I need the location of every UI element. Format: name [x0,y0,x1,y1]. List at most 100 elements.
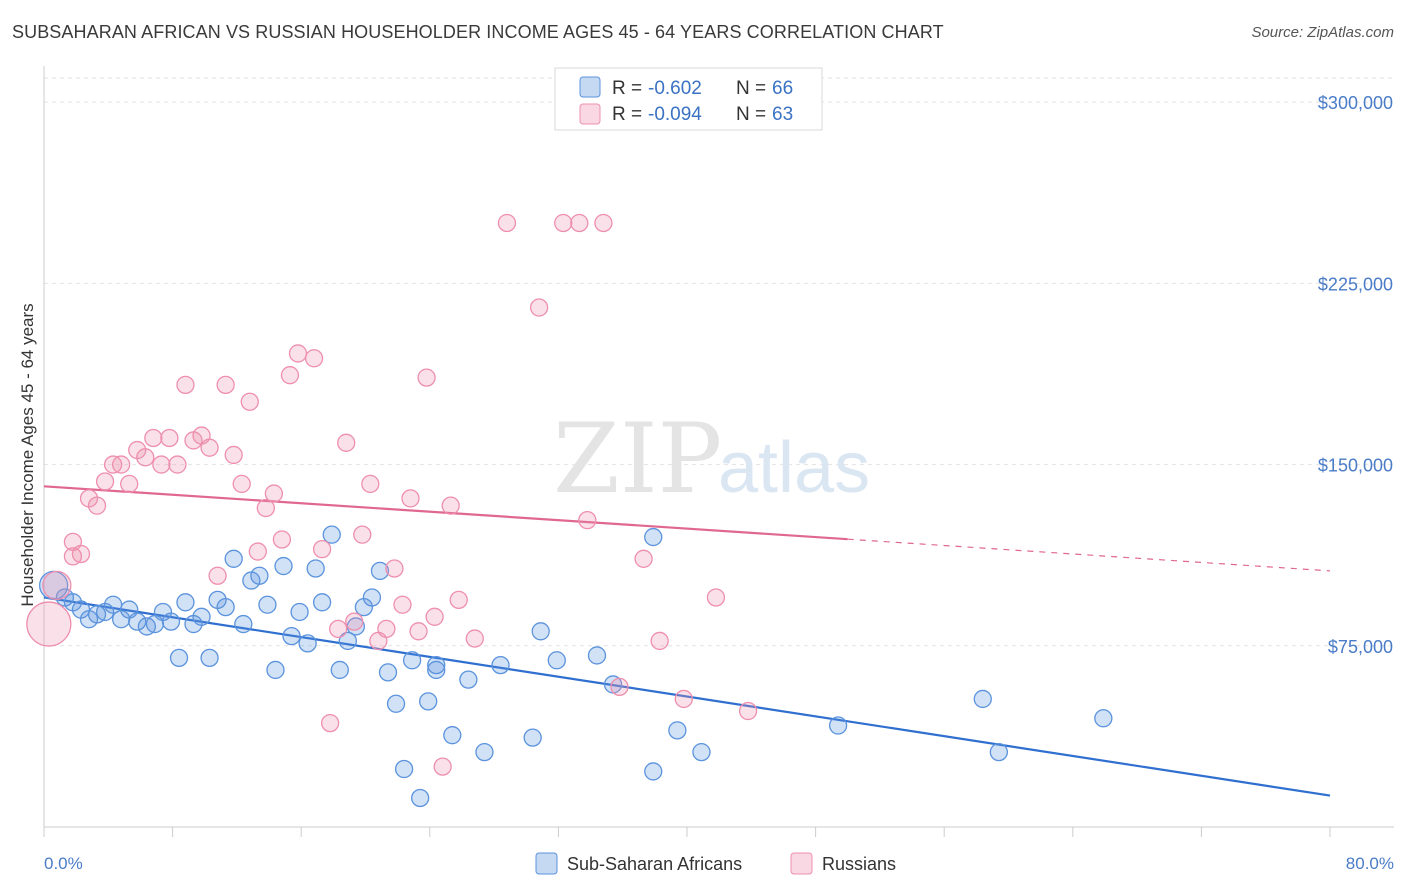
blue-data-point [338,631,357,651]
blue-data-point [411,788,430,808]
pink-data-point [409,622,428,641]
blue-data-point [192,607,211,626]
pink-data-point [87,496,107,515]
y-tick-label: $225,000 [1318,274,1393,294]
blue-data-point [322,525,341,544]
pink-data-point [497,213,517,233]
legend-n-value-2: 63 [772,104,793,125]
axes [43,66,1394,837]
blue-data-point [362,588,382,607]
pink-data-point [216,375,235,394]
legend-r-label-1: R = [612,78,642,99]
pink-data-point [224,445,243,465]
pink-data-point [594,213,613,233]
blue-data-point [402,651,422,670]
pink-data-point [329,619,348,639]
blue-data-point [491,655,510,675]
gridlines [44,77,1394,647]
y-tick-labels: $75,000 $150,000 $225,000 $300,000 [1318,93,1393,657]
blue-data-point [378,663,398,682]
pink-data-point [361,474,380,494]
legend-n-label-2: N = [736,104,766,125]
blue-data-point [644,527,663,547]
legend-swatch-pink [579,103,601,125]
legend-r-label-2: R = [612,104,642,125]
pink-data-point [393,595,412,614]
blue-data-point [169,648,189,668]
blue-data-point [587,646,607,665]
trend-lines [43,485,1331,797]
blue-data-point [306,559,325,578]
pink-data-point [385,559,404,578]
y-axis-label: Householder Income Ages 45 - 64 years [18,303,37,606]
pink-data-point [377,619,396,639]
pink-data-point [738,701,758,721]
watermark: ZIP atlas [553,403,870,515]
blue-data-point [370,561,390,581]
pink-data-point [144,428,163,448]
pink-data-point [152,455,171,474]
pink-data-point [304,349,324,368]
blue-data-point [312,593,332,612]
pink-data-point [280,366,300,385]
series-legend-swatch-pink [790,852,813,875]
pink-data-point [449,590,468,610]
blue-data-point [298,634,317,653]
pink-data-point [650,631,669,651]
data-points [26,213,1113,808]
legend-r-value-2: -0.094 [648,104,702,125]
blue-data-point [989,742,1009,762]
blue-data-point [668,721,687,740]
blue-data-point [250,566,269,585]
blue-data-point [828,716,848,735]
blue-data-point [234,614,253,634]
y-tick-label: $150,000 [1318,456,1393,476]
blue-data-point [644,762,663,781]
pink-data-point [264,484,284,503]
pink-data-point [63,547,83,566]
pink-data-point [42,570,72,601]
blue-data-point [427,660,446,680]
chart-title: SUBSAHARAN AFRICAN VS RUSSIAN HOUSEHOLDE… [12,22,944,42]
blue-data-point [258,595,277,614]
pink-data-point [706,588,726,607]
blue-data-point [475,742,494,762]
blue-data-point [216,597,235,617]
pink-data-point [337,433,356,452]
x-tick-label-max: 80.0% [1346,854,1394,873]
blue-data-point [1094,709,1113,728]
legend-r-value-1: -0.602 [648,78,702,99]
series-legend-label-blue: Sub-Saharan Africans [567,854,742,874]
x-tick-labels: 0.0% 80.0% [44,854,1394,873]
trend-line-blue [43,596,1331,797]
watermark-zip: ZIP [553,403,722,515]
blue-data-point [443,726,462,745]
series-legend-swatch-blue [535,852,558,875]
source-credit: Source: ZipAtlas.com [1251,24,1394,41]
pink-data-point [554,213,573,233]
blue-data-point [330,660,349,680]
pink-data-point [160,428,179,448]
pink-data-point [417,368,436,387]
pink-data-point [345,612,364,631]
blue-data-point [274,556,293,576]
blue-data-point [282,626,301,646]
legend-swatch-blue [579,76,601,98]
legend-n-label-1: N = [736,78,766,99]
pink-data-point [320,713,340,733]
pink-data-point [272,530,292,549]
pink-data-point [401,489,420,508]
pink-data-point [441,496,460,515]
pink-data-point [248,542,267,561]
blue-data-point [394,759,414,779]
pink-data-point [674,689,693,709]
blue-data-point [531,622,550,641]
pink-data-point [200,438,219,457]
blue-data-point [386,694,406,713]
blue-data-point [128,612,147,631]
pink-data-point [288,344,308,363]
pink-data-point [353,525,372,544]
pink-data-point [578,511,597,530]
blue-data-point [266,660,285,680]
